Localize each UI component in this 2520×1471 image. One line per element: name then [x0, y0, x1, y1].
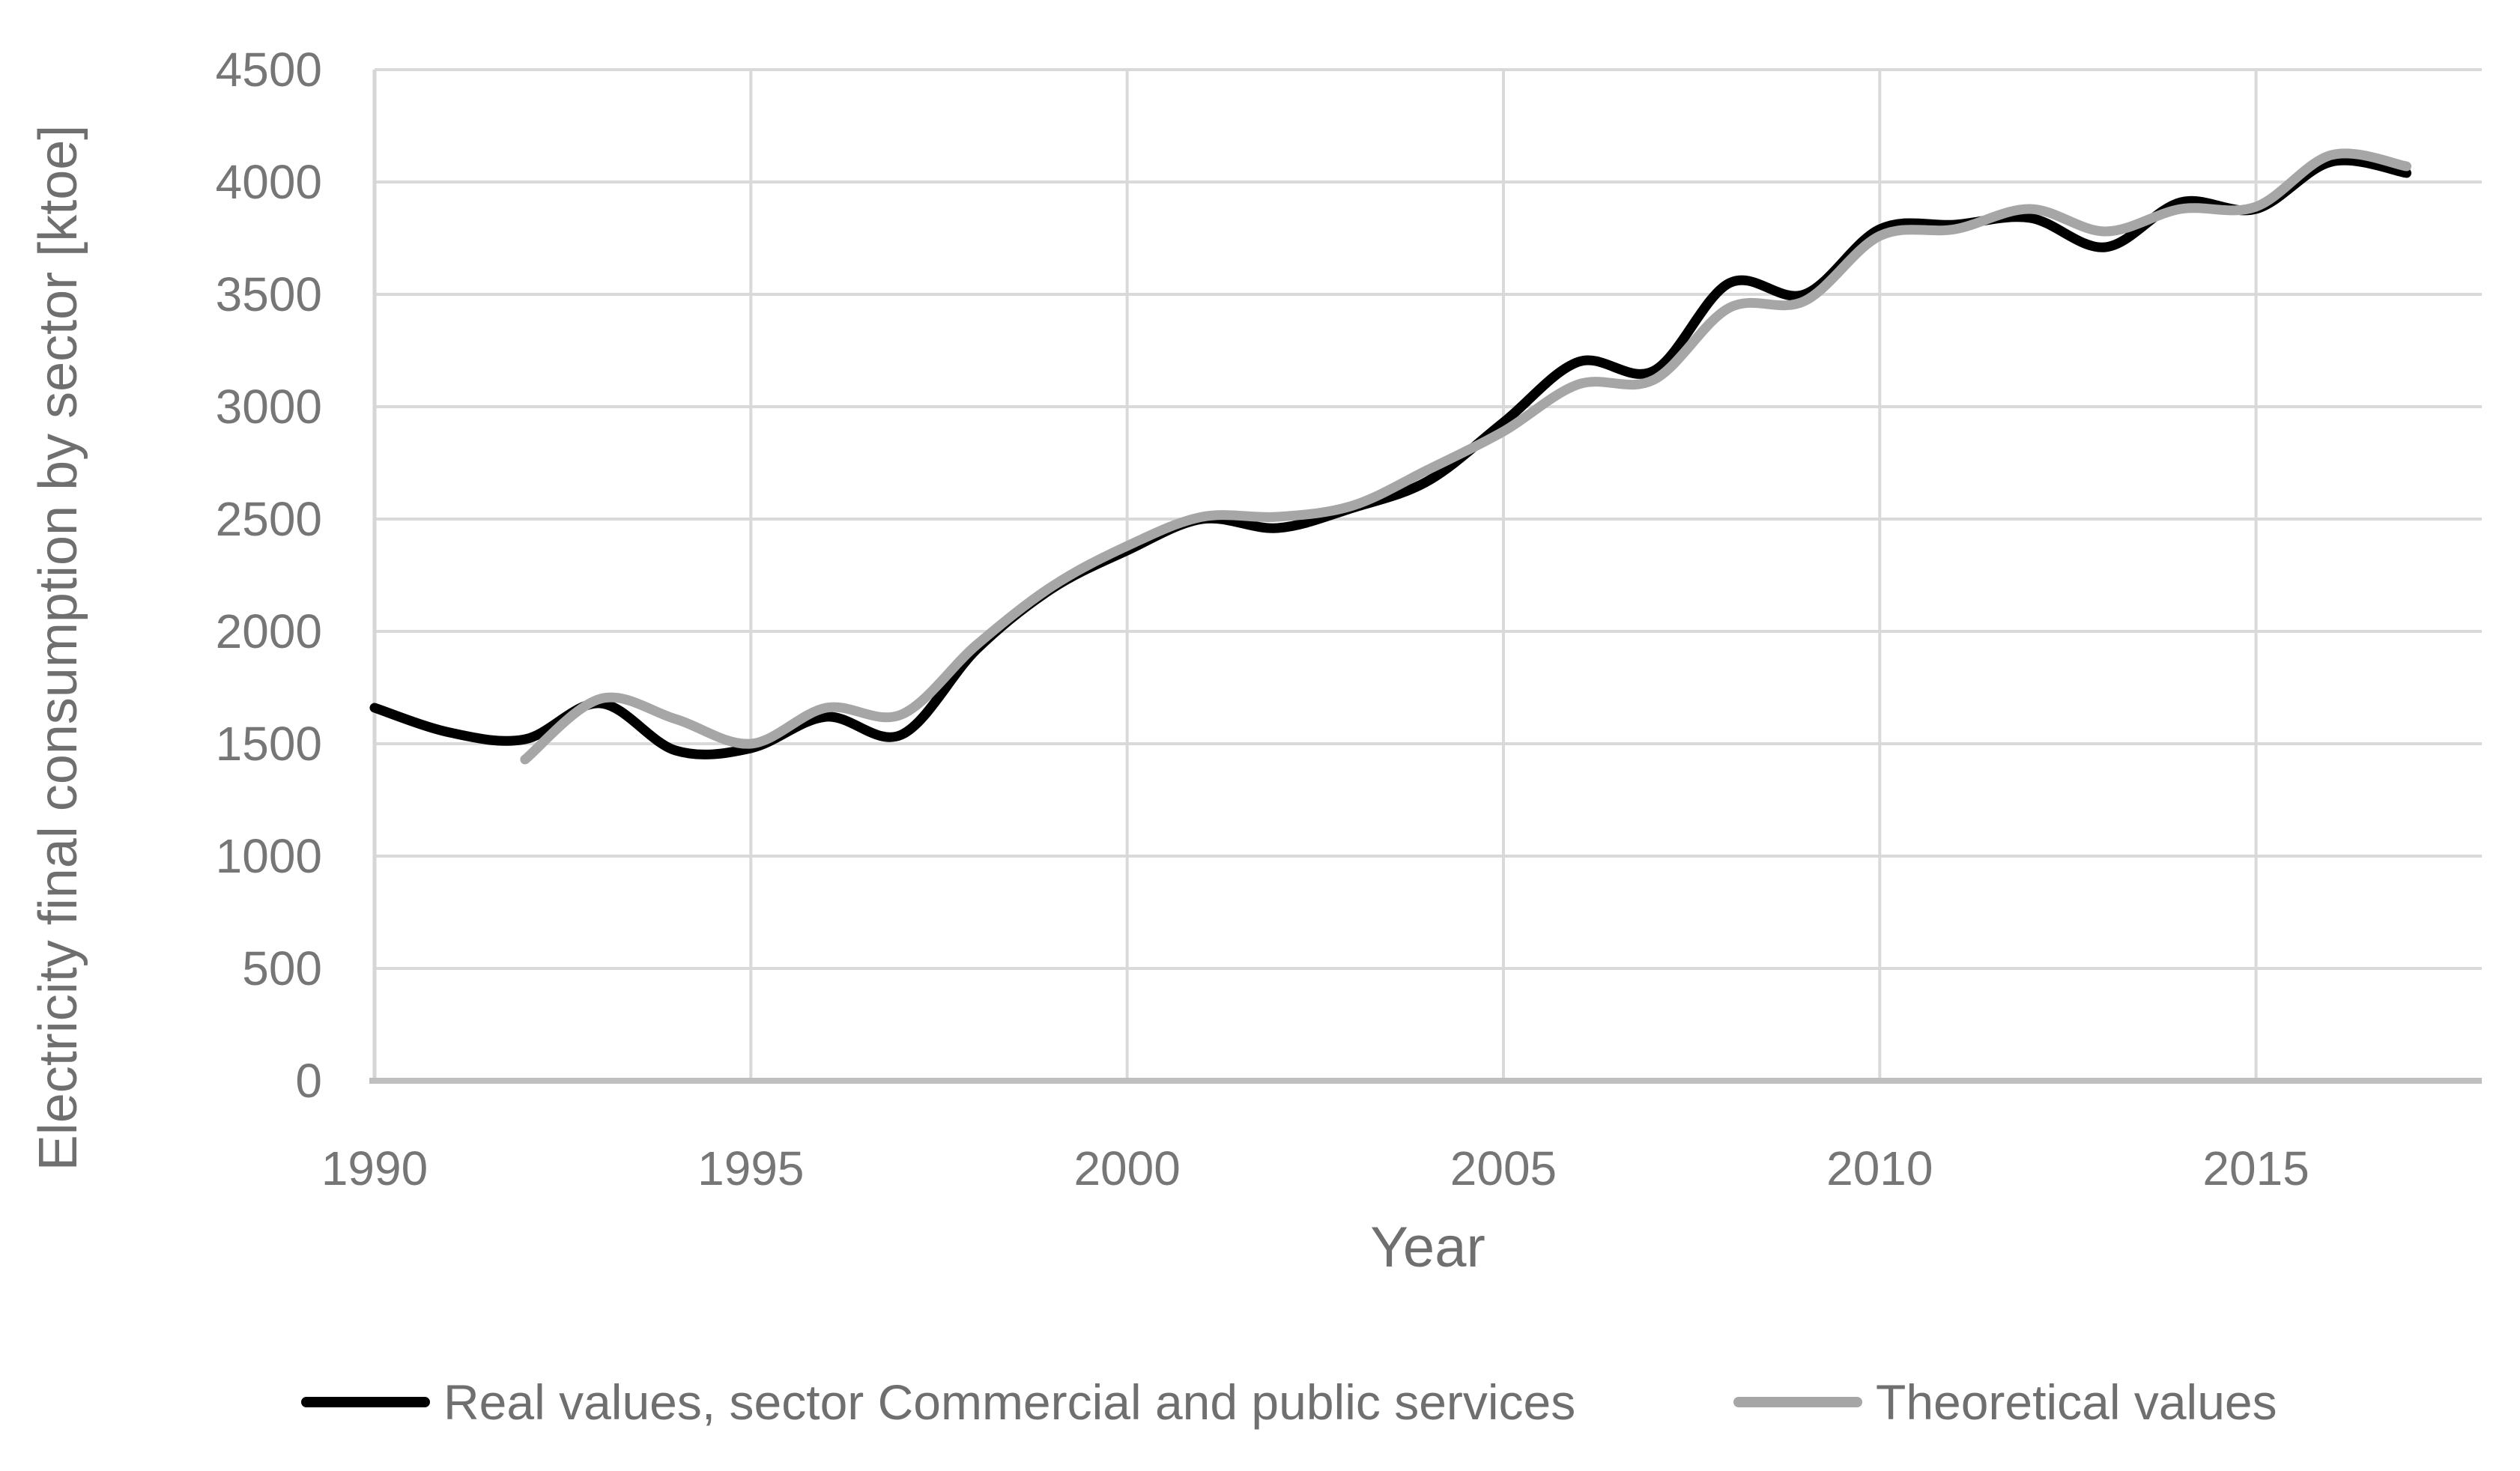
- x-tick-label: 1995: [697, 1141, 805, 1195]
- y-tick-label: 4000: [215, 155, 322, 209]
- x-tick-label: 1990: [321, 1141, 428, 1195]
- y-tick-label: 3500: [215, 267, 322, 321]
- real-values-line: [369, 155, 2411, 759]
- x-tick-label: 2010: [1826, 1141, 1933, 1195]
- x-tick-label: 2015: [2202, 1141, 2310, 1195]
- y-tick-label: 4500: [215, 43, 322, 97]
- legend-label: Real values, sector Commercial and publi…: [443, 1374, 1576, 1430]
- x-axis-title: Year: [1370, 1216, 1485, 1279]
- y-tick-label: 500: [242, 941, 322, 995]
- real-values-legend-marker: [301, 1397, 430, 1407]
- legend-label: Theoretical values: [1876, 1374, 2277, 1430]
- x-tick-label: 2000: [1073, 1141, 1181, 1195]
- x-tick-label: 2005: [1450, 1141, 1557, 1195]
- y-axis-title: Electricity final consumption by sector …: [28, 124, 88, 1171]
- y-tick-label: 2000: [215, 604, 322, 658]
- theoretical-values-legend-marker: [1733, 1397, 1862, 1407]
- y-tick-label: 1000: [215, 829, 322, 883]
- legend-item: Theoretical values: [1733, 1374, 2277, 1430]
- y-tick-label: 3000: [215, 380, 322, 434]
- y-tick-label: 0: [295, 1054, 322, 1108]
- y-tick-label: 2500: [215, 492, 322, 546]
- legend-item: Real values, sector Commercial and publi…: [301, 1374, 1576, 1430]
- y-tick-label: 1500: [215, 717, 322, 771]
- theoretical-values-line: [520, 148, 2411, 765]
